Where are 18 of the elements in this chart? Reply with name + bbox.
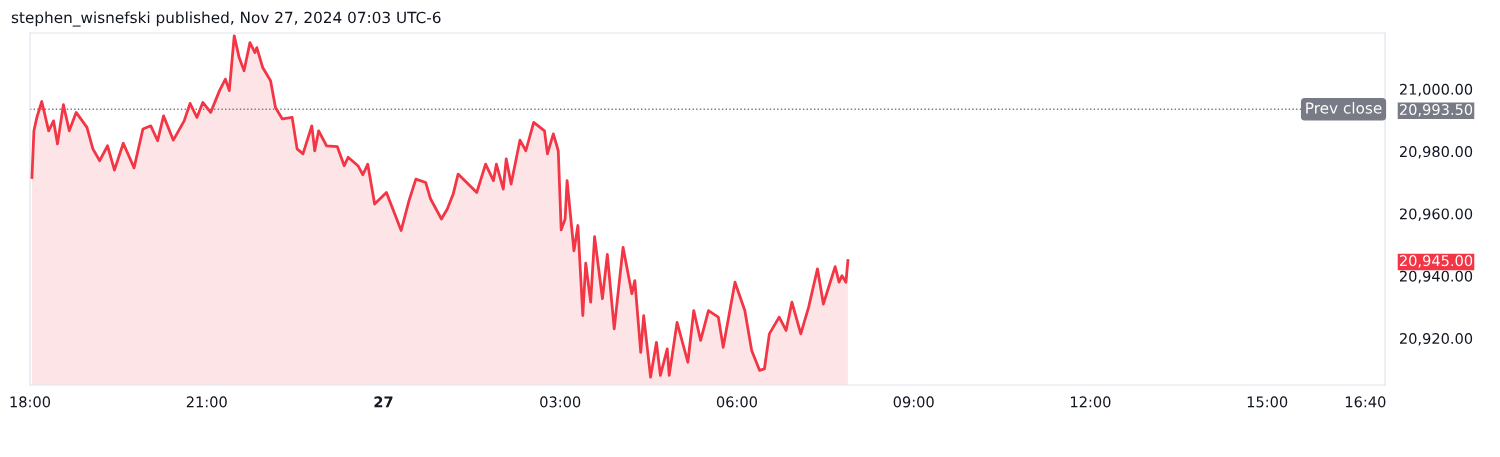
- x-tick-label: 18:00: [10, 396, 51, 408]
- y-tick-label: 20,980.00: [1399, 146, 1473, 159]
- y-tick-label: 20,960.00: [1399, 208, 1473, 221]
- x-tick-label: 27: [374, 396, 393, 408]
- x-tick-label: 15:00: [1247, 396, 1288, 408]
- x-tick-label: 06:00: [716, 396, 757, 408]
- y-tick-label: 20,940.00: [1399, 270, 1473, 284]
- x-tick-label: 16:40: [1345, 396, 1386, 408]
- y-tick-label: 20,920.00: [1399, 332, 1473, 346]
- x-tick-label: 09:00: [893, 396, 934, 408]
- ref-line-label: Prev close: [1306, 101, 1382, 114]
- y-tick-label: 20,945.00: [1399, 255, 1473, 268]
- y-tick-label: 21,000.00: [1399, 83, 1473, 97]
- x-tick-label: 03:00: [540, 396, 581, 408]
- x-tick-label: 12:00: [1071, 396, 1111, 408]
- y-tick-label: 20,993.50: [1399, 104, 1473, 117]
- chart-title: stephen_wisnefski published, Nov 27, 2024 07:03 UTC-6: [11, 11, 441, 27]
- x-tick-label: 21:00: [186, 396, 227, 408]
